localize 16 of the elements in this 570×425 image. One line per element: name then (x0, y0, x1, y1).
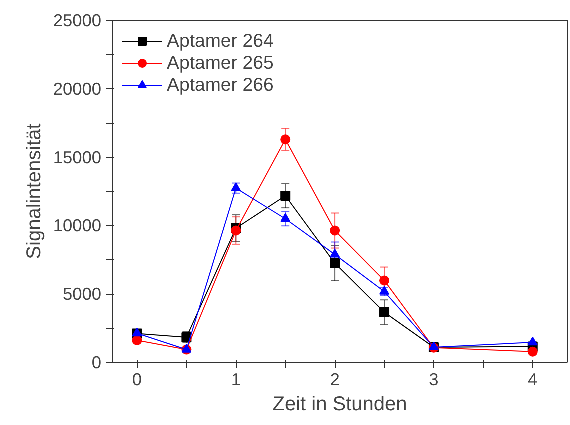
x-tick-label: 4 (528, 370, 538, 390)
legend-label: Aptamer 266 (167, 74, 274, 96)
x-tick-label: 0 (132, 370, 142, 390)
x-tick-label: 3 (429, 370, 439, 390)
legend-label: Aptamer 264 (167, 30, 274, 52)
y-tick-label: 20000 (53, 78, 102, 99)
y-tick-label: 15000 (53, 147, 102, 168)
y-tick-label: 0 (92, 352, 102, 372)
y-tick-label: 5000 (62, 284, 102, 304)
legend-label: Aptamer 265 (167, 52, 274, 74)
x-tick-label: 2 (330, 370, 340, 390)
y-tick-label: 10000 (53, 216, 102, 236)
x-axis-title: Zeit in Stunden (272, 394, 408, 416)
x-tick-label: 1 (231, 370, 241, 390)
y-tick-label: 25000 (53, 10, 102, 30)
y-axis-title: Signalintensität (23, 123, 46, 260)
